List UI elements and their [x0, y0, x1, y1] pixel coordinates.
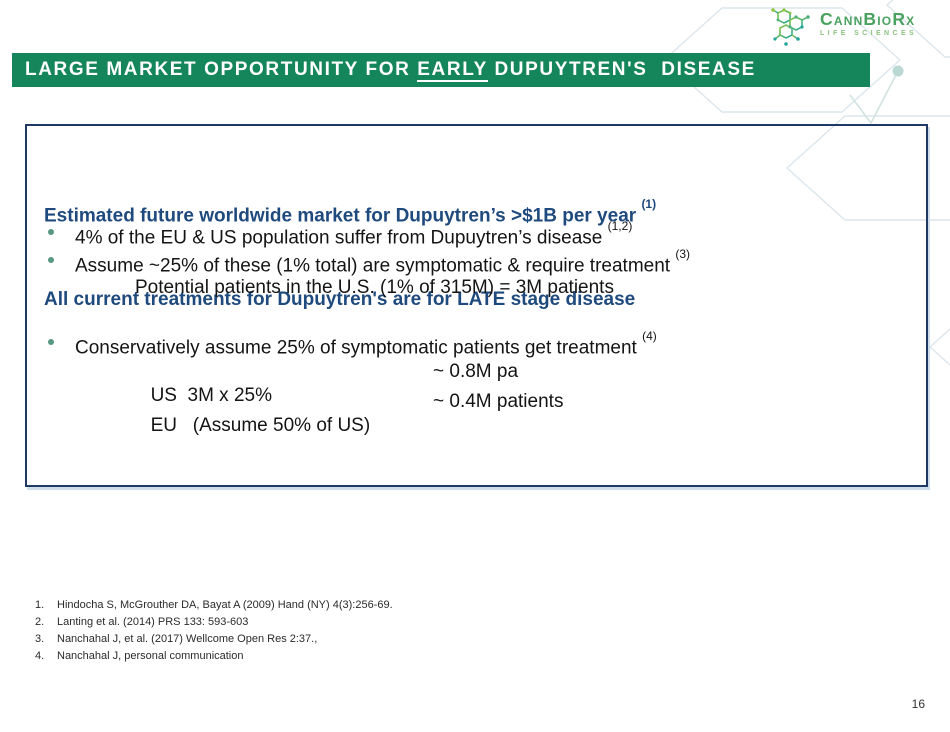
hexagon-decoration: [885, 0, 950, 58]
calc-row-us-label: US 3M x 25%: [150, 385, 272, 406]
footnote-ref-4: (4): [642, 329, 657, 343]
reference-number: 1.: [35, 599, 45, 611]
calc-row-eu-label: EU (Assume 50% of US): [150, 415, 371, 436]
title-text-post: DUPUYTREN'S DISEASE: [487, 59, 756, 80]
reference-number: 4.: [35, 650, 45, 662]
reference-text: Nanchahal J, personal communication: [57, 650, 244, 662]
reference-text: Nanchahal J, et al. (2017) Wellcome Open…: [57, 633, 318, 645]
footnote-ref-1: (1): [641, 197, 657, 211]
logo-brand-text: CannBioRx: [820, 9, 916, 29]
bullet-3: Conservatively assume 25% of symptomatic…: [75, 329, 657, 359]
reference-number: 3.: [35, 633, 45, 645]
hexagon-decoration: [928, 328, 950, 366]
hexagon-decoration: [662, 7, 902, 113]
molecule-node-decoration: [849, 65, 904, 125]
reference-text: Lanting et al. (2014) PRS 133: 593-603: [57, 616, 249, 628]
market-summary-box: [25, 124, 928, 487]
slide-title-bar: LARGE MARKET OPPORTUNITY FOR EARLY DUPUY…: [12, 53, 870, 87]
calc-row-us-value: ~ 0.8M pa: [433, 361, 519, 382]
title-text-underlined: EARLY: [417, 59, 488, 82]
box-heading-line2: All current treatments for Dupuytren's a…: [44, 289, 636, 311]
references-list: 1. Hindocha S, McGrouther DA, Bayat A (2…: [35, 597, 393, 665]
page-number: 16: [911, 697, 925, 711]
logo-tagline: LIFE SCIENCES: [820, 30, 918, 37]
bullet-1: 4% of the EU & US population suffer from…: [75, 219, 633, 249]
calc-row-us: US 3M x 25% ~ 0.8M pa: [140, 360, 518, 432]
footnote-ref-3: (3): [675, 247, 691, 261]
bullet-dot: [48, 339, 54, 345]
title-text-pre: LARGE MARKET OPPORTUNITY FOR: [25, 59, 418, 80]
reference-item: 1. Hindocha S, McGrouther DA, Bayat A (2…: [35, 597, 393, 614]
calc-row-eu: EU (Assume 50% of US) ~ 0.4M patients: [140, 390, 564, 462]
bullet-dot: [48, 257, 54, 263]
sub-line-potential-patients: Potential patients in the U.S. (1% of 31…: [135, 277, 614, 298]
footnote-ref-1-2: (1,2): [607, 219, 633, 233]
reference-text: Hindocha S, McGrouther DA, Bayat A (2009…: [57, 599, 393, 611]
box-heading: Estimated future worldwide market for Du…: [44, 140, 656, 342]
reference-item: 4. Nanchahal J, personal communication: [35, 648, 393, 665]
calc-row-eu-value: ~ 0.4M patients: [433, 391, 564, 412]
reference-item: 2. Lanting et al. (2014) PRS 133: 593-60…: [35, 614, 393, 631]
hexagon-decoration: [785, 115, 950, 221]
reference-number: 2.: [35, 616, 45, 628]
logo-molecule-icon: [771, 8, 810, 46]
logo: CannBioRx LIFE SCIENCES: [768, 6, 917, 48]
reference-item: 3. Nanchahal J, et al. (2017) Wellcome O…: [35, 631, 393, 648]
bullet-2: Assume ~25% of these (1% total) are symp…: [75, 247, 691, 277]
box-heading-line1: Estimated future worldwide market for Du…: [44, 197, 657, 227]
bullet-dot: [48, 229, 54, 235]
